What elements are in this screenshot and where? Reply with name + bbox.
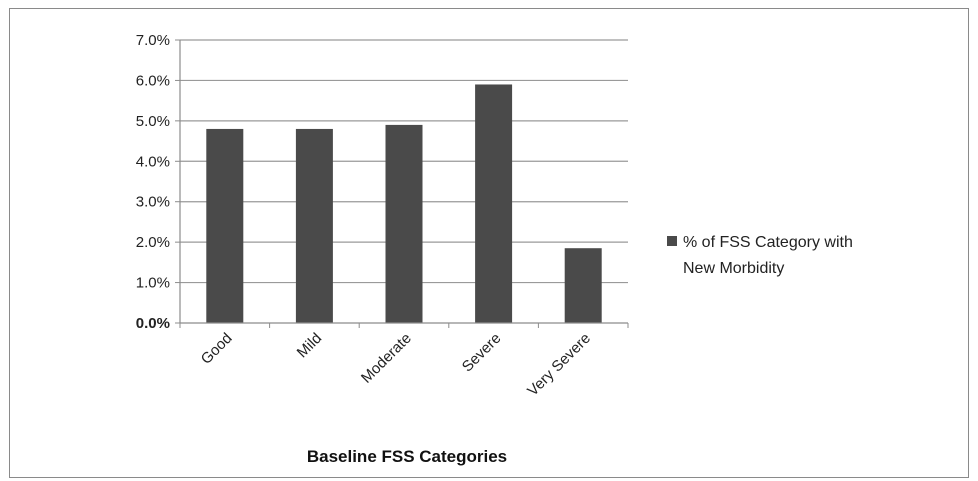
y-tick-label: 2.0%	[136, 234, 170, 251]
bar-moderate	[385, 124, 423, 324]
x-tick-label: Moderate	[358, 330, 415, 387]
x-tick-label: Very Severe	[524, 330, 594, 400]
y-tick-label: 5.0%	[136, 113, 170, 130]
y-tick-label: 0.0%	[136, 315, 170, 332]
x-tick-label: Good	[198, 330, 236, 368]
x-tick-labels: Good Mild Moderate Severe Very Severe	[198, 330, 594, 400]
bar-severe	[475, 84, 513, 323]
x-tick-label: Severe	[459, 330, 505, 376]
y-tick-label: 7.0%	[136, 32, 170, 49]
bar-good	[206, 128, 244, 323]
bar-mild	[295, 128, 333, 323]
y-tick-label: 3.0%	[136, 194, 170, 211]
y-tick-labels: 0.0% 1.0% 2.0% 3.0% 4.0% 5.0% 6.0% 7.0%	[136, 32, 170, 332]
y-tick-label: 1.0%	[136, 275, 170, 292]
x-axis-title: Baseline FSS Categories	[307, 447, 507, 466]
x-tick-label: Mild	[294, 330, 325, 361]
y-tick-label: 4.0%	[136, 153, 170, 170]
bars	[206, 84, 602, 324]
legend-swatch	[667, 236, 677, 246]
y-tick-label: 6.0%	[136, 72, 170, 89]
bar-very-severe	[564, 248, 602, 323]
legend-label-line-2: New Morbidity	[683, 260, 784, 277]
legend: % of FSS Category with New Morbidity	[667, 234, 853, 277]
legend-label-line-1: % of FSS Category with	[683, 234, 853, 251]
axes	[179, 40, 629, 328]
